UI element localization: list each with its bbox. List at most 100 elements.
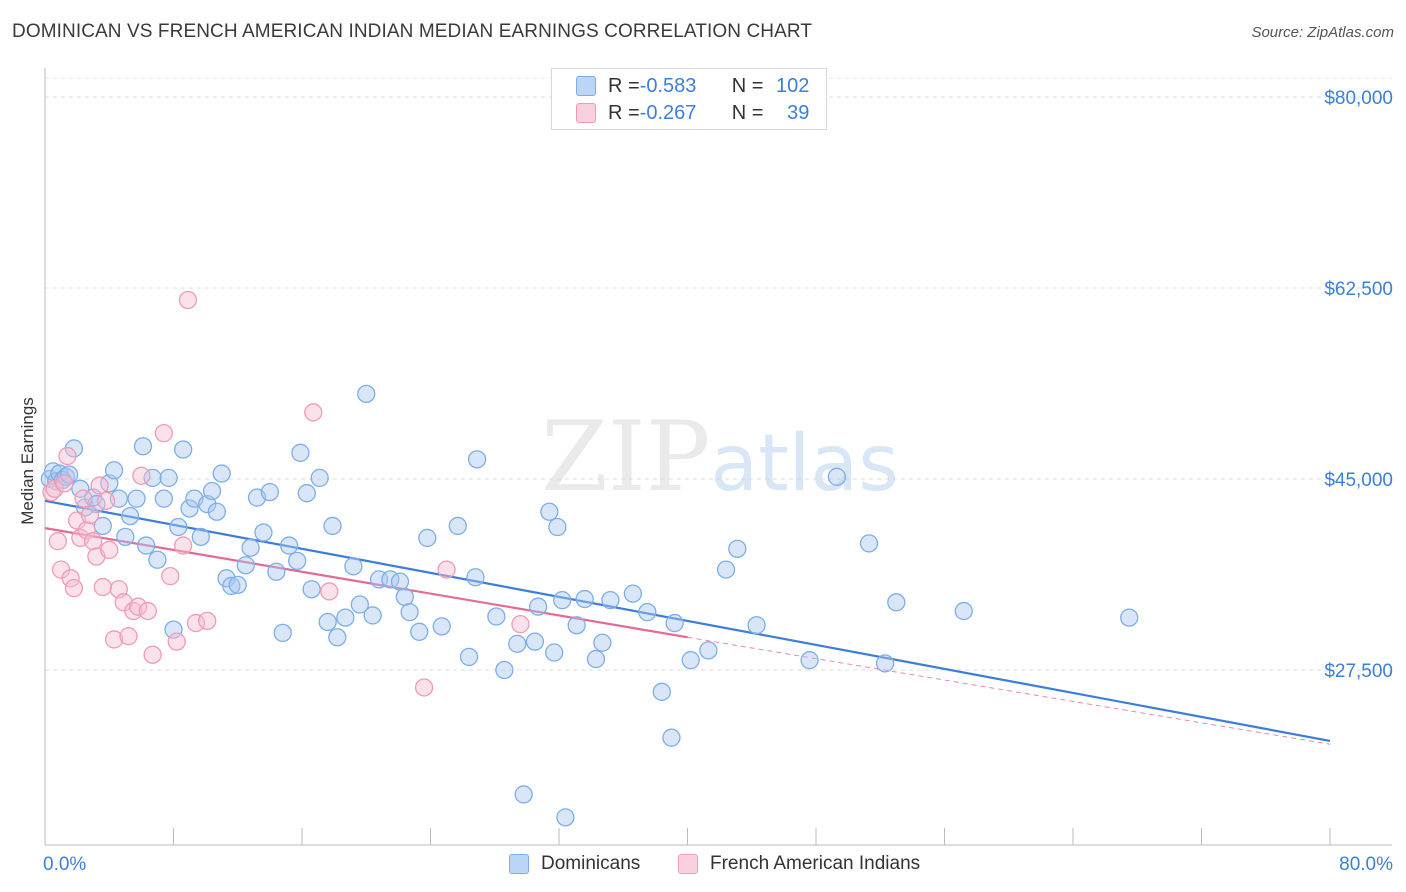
point-dominican: [601, 590, 620, 610]
series-french-american-indians: [42, 290, 530, 697]
point-dominican: [800, 651, 819, 670]
series-swatch-french-american-indians: [678, 854, 698, 874]
tick-labels: $27,500 $45,000 $62,500 $80,000 0.0% 80.0%: [43, 88, 1393, 875]
point-dominican: [273, 623, 292, 643]
y-tick-label: $80,000: [1324, 88, 1393, 109]
point-dominican: [59, 465, 79, 484]
point-dominican: [448, 516, 467, 536]
point-french-american-indian: [304, 403, 323, 422]
point-dominican: [267, 562, 286, 581]
trend-line-french-american-indians: [44, 527, 688, 639]
series-legend-dominicans[interactable]: Dominicans: [509, 853, 640, 875]
point-dominican: [336, 608, 355, 627]
point-french-american-indian: [138, 601, 157, 621]
series-legend: Dominicans French American Indians: [0, 852, 1406, 878]
point-french-american-indian: [129, 597, 148, 616]
trend-line-dominicans: [44, 499, 1331, 743]
trend-extension-dashed: [687, 636, 1331, 745]
point-french-american-indian: [198, 611, 217, 631]
point-dominican: [575, 589, 594, 609]
point-french-american-indian: [161, 566, 180, 586]
point-dominican: [875, 654, 895, 673]
point-dominican: [593, 633, 612, 652]
point-dominican: [297, 484, 316, 503]
point-french-american-indian: [100, 540, 119, 560]
legend-r-value: -0.267: [639, 101, 697, 124]
point-dominican: [586, 649, 606, 669]
y-tick-label: $45,000: [1324, 470, 1393, 491]
point-dominican: [487, 607, 506, 626]
point-dominican: [390, 572, 410, 591]
point-french-american-indian: [511, 615, 530, 634]
point-french-american-indian: [96, 491, 116, 510]
point-dominican: [466, 568, 485, 587]
point-dominican: [291, 443, 310, 462]
watermark: ZIPatlas: [541, 401, 899, 513]
chart-title: DOMINICAN VS FRENCH AMERICAN INDIAN MEDI…: [12, 21, 813, 42]
legend-r-label: R =: [608, 74, 640, 97]
point-french-american-indian: [154, 424, 174, 443]
point-dominican: [514, 785, 533, 804]
point-french-american-indian: [84, 532, 103, 551]
point-french-american-indian: [48, 532, 67, 551]
point-dominican: [418, 528, 437, 548]
point-dominican: [432, 617, 451, 636]
point-dominican: [104, 461, 124, 480]
point-dominican: [567, 616, 586, 635]
point-dominican: [222, 576, 241, 596]
series-legend-french-american-indians[interactable]: French American Indians: [678, 853, 920, 875]
point-dominican: [747, 616, 766, 635]
point-french-american-indian: [320, 582, 339, 601]
point-french-american-indian: [58, 446, 77, 466]
point-dominican: [143, 468, 162, 488]
point-french-american-indian: [178, 290, 198, 310]
point-french-american-indian: [132, 466, 151, 485]
point-dominican: [260, 482, 280, 502]
point-dominican: [279, 536, 299, 555]
y-tick-label: $62,500: [1324, 279, 1393, 300]
point-dominican: [638, 603, 657, 622]
point-dominican: [467, 450, 487, 469]
correlation-legend: R = -0.583 N = 102 R = -0.267 N = 39: [551, 68, 827, 130]
point-dominican: [164, 620, 183, 639]
point-dominican: [887, 593, 906, 612]
point-dominican: [212, 464, 231, 483]
point-dominican: [553, 590, 572, 610]
legend-r-value: -0.583: [639, 74, 697, 97]
point-dominican: [137, 536, 156, 555]
legend-r-label: R =: [608, 101, 640, 124]
y-tick-label: $27,500: [1324, 661, 1393, 682]
point-dominican: [1120, 608, 1139, 627]
point-dominican: [548, 517, 567, 537]
point-french-american-indian: [119, 627, 138, 646]
series-dominicans: [40, 384, 1139, 827]
point-dominican: [344, 557, 363, 576]
series-label-french-american-indians: French American Indians: [710, 853, 921, 874]
point-dominican: [120, 506, 140, 526]
series-label-dominicans: Dominicans: [541, 853, 641, 874]
point-dominican: [173, 440, 193, 459]
legend-swatch-dominicans: [576, 76, 596, 96]
point-dominican: [288, 551, 307, 571]
point-dominican: [207, 502, 227, 521]
point-dominican: [827, 467, 847, 486]
source-label: Source: ZipAtlas.com: [1251, 24, 1394, 41]
series-swatch-dominicans: [509, 854, 529, 874]
point-dominican: [699, 641, 718, 660]
axes: [44, 68, 1392, 846]
point-dominican: [202, 481, 222, 501]
point-dominican: [350, 595, 369, 614]
point-french-american-indian: [167, 632, 186, 651]
point-french-american-indian: [186, 613, 206, 633]
point-french-american-indian: [90, 476, 109, 495]
point-dominican: [540, 502, 559, 521]
point-dominican: [228, 575, 247, 595]
point-dominican: [310, 468, 329, 488]
point-dominican: [71, 479, 90, 498]
legend-row-dominicans: R = -0.583 N = 102: [576, 74, 809, 98]
point-dominican: [169, 517, 188, 537]
gridlines: [45, 77, 1392, 671]
point-dominican: [556, 808, 575, 827]
point-dominican: [254, 523, 273, 542]
